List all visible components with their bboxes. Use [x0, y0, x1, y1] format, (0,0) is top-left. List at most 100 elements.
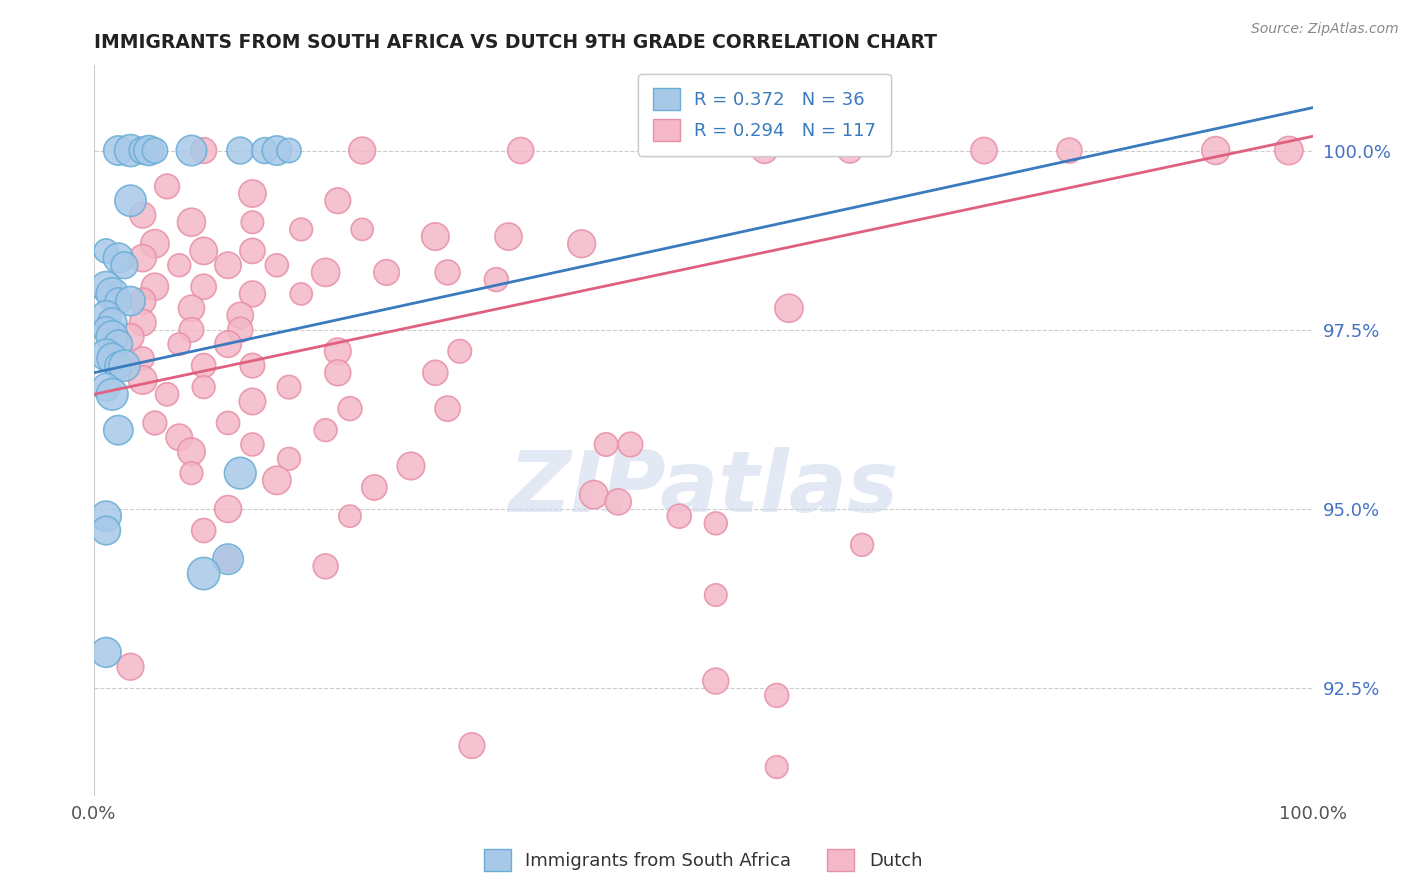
Point: [217, 416, 239, 430]
Point: [94, 309, 117, 323]
Point: [704, 674, 727, 689]
Point: [131, 294, 153, 309]
Point: [217, 337, 239, 351]
Point: [94, 509, 117, 524]
Point: [242, 359, 264, 373]
Point: [266, 258, 288, 272]
Point: [339, 509, 361, 524]
Point: [242, 215, 264, 229]
Point: [143, 144, 166, 158]
Point: [107, 359, 129, 373]
Point: [131, 373, 153, 387]
Point: [107, 144, 129, 158]
Point: [242, 394, 264, 409]
Point: [131, 208, 153, 222]
Point: [120, 659, 142, 673]
Point: [94, 524, 117, 538]
Point: [131, 251, 153, 265]
Point: [217, 552, 239, 566]
Point: [461, 739, 484, 753]
Point: [217, 502, 239, 516]
Point: [765, 760, 787, 774]
Point: [101, 387, 124, 401]
Point: [352, 144, 374, 158]
Point: [193, 244, 215, 258]
Point: [180, 144, 202, 158]
Point: [1278, 144, 1301, 158]
Point: [94, 645, 117, 659]
Point: [107, 251, 129, 265]
Point: [193, 144, 215, 158]
Point: [278, 451, 301, 466]
Text: ZIPatlas: ZIPatlas: [509, 447, 898, 530]
Point: [242, 437, 264, 451]
Point: [180, 301, 202, 316]
Point: [101, 330, 124, 344]
Point: [229, 309, 252, 323]
Point: [217, 552, 239, 566]
Point: [509, 144, 531, 158]
Point: [449, 344, 471, 359]
Point: [169, 337, 191, 351]
Point: [326, 366, 349, 380]
Point: [619, 437, 641, 451]
Point: [193, 566, 215, 581]
Point: [120, 144, 142, 158]
Point: [253, 144, 276, 158]
Point: [315, 559, 337, 574]
Point: [290, 287, 312, 301]
Point: [169, 258, 191, 272]
Point: [838, 144, 860, 158]
Point: [217, 258, 239, 272]
Legend: R = 0.372   N = 36, R = 0.294   N = 117: R = 0.372 N = 36, R = 0.294 N = 117: [638, 73, 891, 155]
Point: [242, 287, 264, 301]
Point: [375, 265, 398, 279]
Point: [242, 186, 264, 201]
Point: [143, 416, 166, 430]
Point: [101, 351, 124, 366]
Point: [1205, 144, 1227, 158]
Point: [94, 244, 117, 258]
Point: [107, 294, 129, 309]
Point: [180, 444, 202, 458]
Point: [754, 144, 776, 158]
Point: [120, 294, 142, 309]
Point: [138, 144, 160, 158]
Point: [363, 481, 385, 495]
Point: [765, 689, 787, 703]
Point: [131, 144, 153, 158]
Point: [352, 222, 374, 236]
Point: [131, 351, 153, 366]
Point: [180, 323, 202, 337]
Point: [485, 272, 508, 286]
Point: [143, 236, 166, 251]
Point: [278, 144, 301, 158]
Point: [120, 330, 142, 344]
Point: [595, 437, 617, 451]
Point: [668, 509, 690, 524]
Point: [131, 316, 153, 330]
Point: [229, 144, 252, 158]
Point: [607, 495, 630, 509]
Point: [193, 359, 215, 373]
Point: [101, 316, 124, 330]
Point: [425, 229, 447, 244]
Point: [112, 359, 135, 373]
Point: [425, 366, 447, 380]
Point: [94, 348, 117, 362]
Point: [94, 279, 117, 293]
Point: [436, 401, 458, 416]
Point: [266, 473, 288, 487]
Point: [498, 229, 520, 244]
Point: [156, 387, 179, 401]
Point: [266, 144, 288, 158]
Text: IMMIGRANTS FROM SOUTH AFRICA VS DUTCH 9TH GRADE CORRELATION CHART: IMMIGRANTS FROM SOUTH AFRICA VS DUTCH 9T…: [94, 33, 936, 52]
Point: [120, 194, 142, 208]
Point: [326, 344, 349, 359]
Point: [193, 524, 215, 538]
Point: [436, 265, 458, 279]
Point: [143, 279, 166, 293]
Point: [851, 538, 873, 552]
Point: [101, 287, 124, 301]
Point: [193, 279, 215, 293]
